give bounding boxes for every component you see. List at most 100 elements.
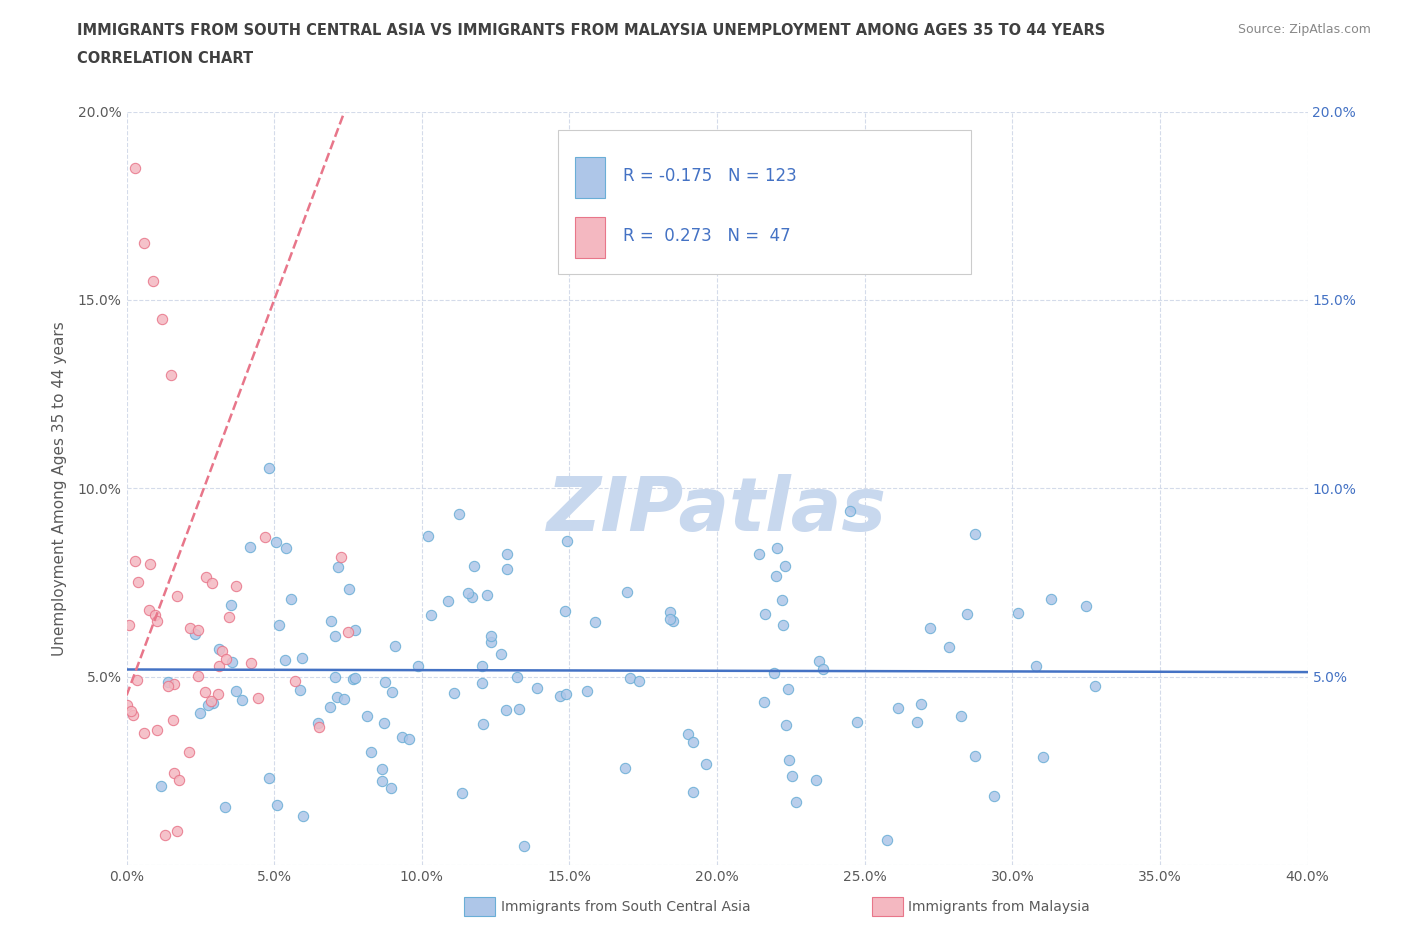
- Point: [772, 618, 794, 633]
- Point: [748, 547, 770, 562]
- Bar: [558, 130, 972, 273]
- Point: [461, 590, 484, 604]
- Point: [197, 698, 219, 712]
- Point: [166, 823, 188, 838]
- Text: IMMIGRANTS FROM SOUTH CENTRAL ASIA VS IMMIGRANTS FROM MALAYSIA UNEMPLOYMENT AMON: IMMIGRANTS FROM SOUTH CENTRAL ASIA VS IM…: [77, 23, 1105, 38]
- Point: [120, 704, 142, 719]
- Point: [187, 623, 209, 638]
- Point: [457, 585, 479, 600]
- Point: [508, 702, 530, 717]
- Point: [218, 610, 240, 625]
- Point: [938, 639, 960, 654]
- Point: [157, 674, 180, 689]
- Point: [127, 575, 149, 590]
- Point: [201, 576, 224, 591]
- Point: [846, 714, 869, 729]
- Point: [526, 681, 548, 696]
- Point: [259, 771, 281, 786]
- Point: [215, 652, 238, 667]
- Point: [418, 528, 440, 543]
- Point: [419, 607, 441, 622]
- Y-axis label: Unemployment Among Ages 35 to 44 years: Unemployment Among Ages 35 to 44 years: [52, 321, 66, 656]
- Point: [391, 730, 413, 745]
- Point: [475, 587, 498, 602]
- Point: [443, 685, 465, 700]
- Point: [264, 535, 287, 550]
- Point: [773, 559, 796, 574]
- Point: [778, 752, 800, 767]
- Point: [162, 766, 184, 781]
- Point: [179, 620, 201, 635]
- Point: [290, 683, 312, 698]
- Point: [627, 674, 650, 689]
- Point: [200, 694, 222, 709]
- Point: [274, 653, 297, 668]
- Point: [177, 745, 200, 760]
- Point: [336, 624, 359, 639]
- Point: [436, 593, 458, 608]
- Point: [775, 717, 797, 732]
- Point: [115, 698, 138, 712]
- Point: [146, 723, 169, 737]
- Point: [513, 839, 536, 854]
- Point: [187, 668, 209, 683]
- Point: [160, 367, 183, 383]
- Point: [132, 725, 155, 740]
- Point: [134, 236, 156, 251]
- Point: [155, 827, 177, 842]
- Point: [266, 798, 288, 813]
- Point: [662, 614, 685, 629]
- Point: [208, 658, 231, 673]
- Text: R = -0.175   N = 123: R = -0.175 N = 123: [623, 166, 796, 185]
- Point: [1032, 750, 1054, 764]
- Point: [616, 584, 638, 599]
- Point: [163, 676, 186, 691]
- Text: CORRELATION CHART: CORRELATION CHART: [77, 51, 253, 66]
- Point: [471, 675, 494, 690]
- Point: [380, 781, 402, 796]
- Point: [838, 503, 860, 518]
- Point: [780, 769, 803, 784]
- Point: [887, 701, 910, 716]
- Point: [398, 731, 420, 746]
- Point: [384, 639, 406, 654]
- Point: [342, 671, 364, 686]
- Point: [356, 709, 378, 724]
- Point: [166, 589, 188, 604]
- Point: [614, 761, 637, 776]
- Point: [619, 671, 641, 685]
- Point: [373, 716, 395, 731]
- Point: [1074, 598, 1097, 613]
- Point: [221, 655, 243, 670]
- Point: [370, 774, 392, 789]
- Point: [905, 714, 928, 729]
- Point: [149, 778, 172, 793]
- Point: [253, 530, 276, 545]
- Point: [280, 591, 302, 606]
- Point: [239, 655, 262, 670]
- Point: [682, 735, 704, 750]
- Point: [162, 713, 184, 728]
- Point: [1084, 679, 1107, 694]
- Point: [326, 560, 349, 575]
- Point: [219, 597, 242, 612]
- Point: [554, 604, 576, 618]
- Point: [225, 684, 247, 698]
- Point: [472, 716, 495, 731]
- Point: [124, 161, 146, 176]
- Point: [214, 800, 236, 815]
- Point: [489, 647, 512, 662]
- Point: [195, 570, 218, 585]
- Point: [1025, 659, 1047, 674]
- Point: [292, 809, 315, 824]
- Point: [142, 273, 165, 288]
- Point: [321, 613, 343, 628]
- Point: [496, 547, 519, 562]
- Point: [910, 697, 932, 711]
- Point: [201, 696, 224, 711]
- Point: [983, 789, 1005, 804]
- Point: [343, 622, 366, 637]
- Point: [284, 674, 307, 689]
- Point: [876, 832, 898, 847]
- Point: [479, 634, 502, 649]
